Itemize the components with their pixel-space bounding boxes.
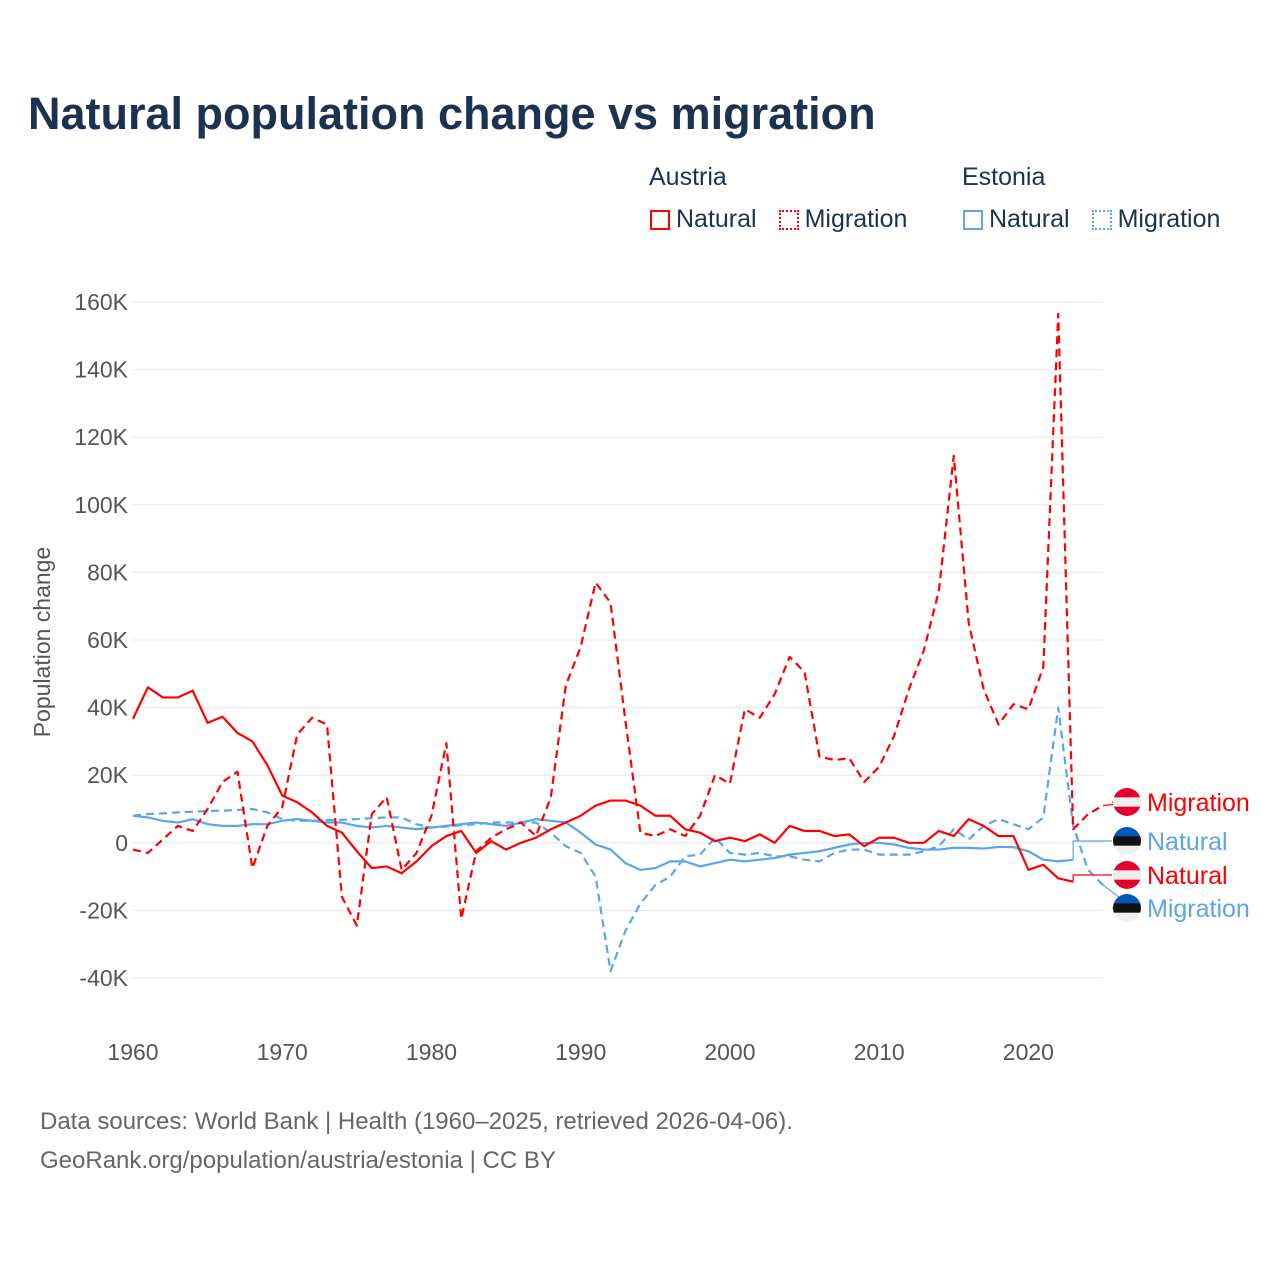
solid-swatch-icon <box>963 209 983 230</box>
footer-sources: Data sources: World Bank | Health (1960–… <box>40 1108 793 1135</box>
flag-band <box>1113 861 1141 871</box>
x-tick-label: 2000 <box>704 1039 755 1065</box>
legend-estonia: Natural Migration <box>963 205 1242 234</box>
x-tick-label: 2020 <box>1003 1039 1054 1065</box>
y-tick-label: 160K <box>74 289 128 315</box>
dotted-swatch-icon <box>778 209 799 230</box>
y-tick-label: -20K <box>79 897 128 923</box>
end-label-austria-migration: Migration <box>1147 789 1250 817</box>
end-label-connector <box>1072 840 1112 860</box>
series-line-estonia-migration <box>132 706 1104 973</box>
y-tick-label: 120K <box>74 424 128 450</box>
legend-group-austria: Austria <box>649 163 727 191</box>
series-line-austria-natural <box>132 686 1074 883</box>
end-label-estonia-migration: Migration <box>1147 895 1250 923</box>
flag-band <box>1113 806 1141 816</box>
flag-band <box>1113 836 1141 847</box>
flag-band <box>1113 894 1141 904</box>
y-axis-label: Population change <box>29 547 55 738</box>
end-label-connector <box>1072 874 1112 882</box>
flag-band <box>1113 788 1141 798</box>
flag-band <box>1113 797 1141 808</box>
y-tick-label: 0 <box>115 830 128 856</box>
y-tick-label: 40K <box>87 695 129 721</box>
x-tick-label: 1970 <box>257 1039 308 1065</box>
legend-item-austria-migration[interactable]: Migration <box>778 205 907 234</box>
flag-band <box>1113 827 1141 837</box>
footer-link[interactable]: GeoRank.org/population/austria/estonia |… <box>40 1147 556 1174</box>
y-tick-label: 60K <box>87 627 129 653</box>
estonia-flag-icon <box>1113 827 1141 855</box>
end-label-estonia-natural: Natural <box>1147 828 1228 856</box>
y-tick-label: 100K <box>74 492 128 518</box>
x-tick-label: 2010 <box>854 1039 905 1065</box>
estonia-flag-icon <box>1113 894 1141 922</box>
flag-band <box>1113 870 1141 881</box>
y-tick-label: 80K <box>87 559 129 585</box>
y-tick-label: -40K <box>79 965 128 991</box>
legend-item-estonia-natural[interactable]: Natural <box>963 205 1070 234</box>
legend-item-austria-natural[interactable]: Natural <box>650 205 757 234</box>
x-tick-label: 1980 <box>406 1039 457 1065</box>
austria-flag-icon <box>1113 861 1141 889</box>
austria-flag-icon <box>1113 788 1141 816</box>
solid-swatch-icon <box>650 209 670 230</box>
series-line-austria-migration <box>132 312 1104 927</box>
x-tick-label: 1960 <box>107 1039 158 1065</box>
y-tick-label: 20K <box>87 762 129 788</box>
legend-group-estonia: Estonia <box>962 163 1046 191</box>
end-label-austria-natural: Natural <box>1147 862 1228 890</box>
dotted-swatch-icon <box>1091 209 1112 230</box>
chart-title: Natural population change vs migration <box>28 88 876 139</box>
legend-austria: Natural Migration <box>650 205 929 234</box>
flag-band <box>1113 903 1141 914</box>
flag-band <box>1113 845 1141 855</box>
x-tick-label: 1990 <box>555 1039 606 1065</box>
flag-band <box>1113 879 1141 889</box>
y-tick-label: 140K <box>74 357 128 383</box>
flag-band <box>1113 912 1141 922</box>
legend-item-estonia-migration[interactable]: Migration <box>1091 205 1220 234</box>
